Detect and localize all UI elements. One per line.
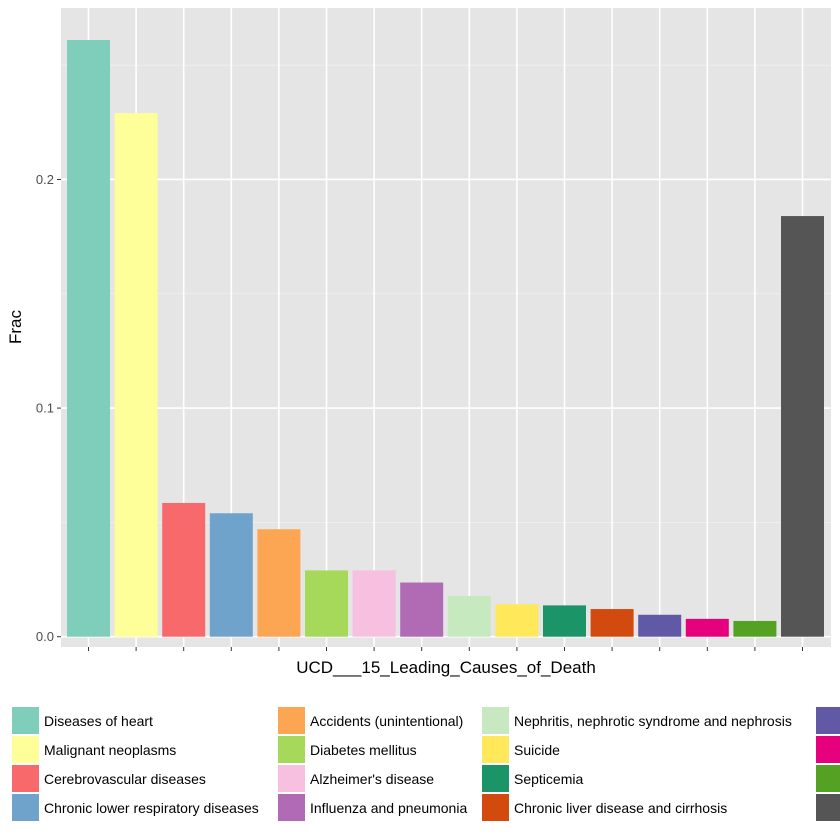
legend-label: Nephritis, nephrotic syndrome and nephro… (514, 713, 792, 729)
legend: Diseases of heart Malignant neoplasms Cere… (12, 707, 840, 821)
legend-key (12, 707, 39, 734)
bar (543, 605, 586, 637)
bar (305, 570, 348, 637)
y-tick-label: 0.2 (36, 172, 54, 187)
bar (162, 502, 206, 637)
legend-key (12, 794, 39, 821)
y-axis: 0.0 0.1 0.2 (36, 172, 61, 644)
x-axis-title: UCD___15_Leading_Causes_of_Death (296, 658, 596, 677)
legend-label: Accidents (unintentional) (310, 713, 463, 729)
legend-key (278, 794, 305, 821)
bars (67, 40, 824, 637)
legend-key (482, 736, 509, 763)
y-tick-label: 0.0 (36, 629, 54, 644)
legend-key (482, 707, 509, 734)
legend-label: Diseases of heart (44, 713, 153, 729)
legend-label: Malignant neoplasms (44, 742, 176, 758)
legend-key (278, 765, 305, 792)
y-tick-label: 0.1 (36, 401, 54, 416)
legend-key (12, 765, 39, 792)
legend-label: Cerebrovascular diseases (44, 771, 206, 787)
bar (781, 216, 824, 637)
legend-key (816, 794, 840, 821)
legend-label: Suicide (514, 742, 560, 758)
bar (733, 620, 777, 637)
legend-label: Diabetes mellitus (310, 742, 417, 758)
bar (352, 570, 396, 637)
legend-label: Influenza and pneumonia (310, 800, 467, 816)
legend-key (278, 736, 305, 763)
legend-key (816, 765, 840, 792)
legend-label: Chronic liver disease and cirrhosis (514, 800, 727, 816)
bar (67, 40, 110, 637)
legend-key (816, 707, 840, 734)
legend-label: Septicemia (514, 771, 583, 787)
bar (638, 614, 682, 637)
bar (257, 529, 301, 637)
legend-key (482, 765, 509, 792)
x-axis (88, 647, 803, 651)
bar (447, 596, 491, 637)
legend-label: Chronic lower respiratory diseases (44, 800, 259, 816)
bar (590, 609, 634, 637)
y-axis-title: Frac (6, 310, 25, 345)
legend-key (12, 736, 39, 763)
bar (495, 604, 539, 637)
bar (685, 618, 729, 637)
legend-key (482, 794, 509, 821)
bar (209, 513, 253, 637)
legend-label: Alzheimer's disease (310, 771, 434, 787)
legend-key (816, 736, 840, 763)
bar (114, 113, 158, 637)
legend-key (278, 707, 305, 734)
bar (400, 582, 444, 637)
